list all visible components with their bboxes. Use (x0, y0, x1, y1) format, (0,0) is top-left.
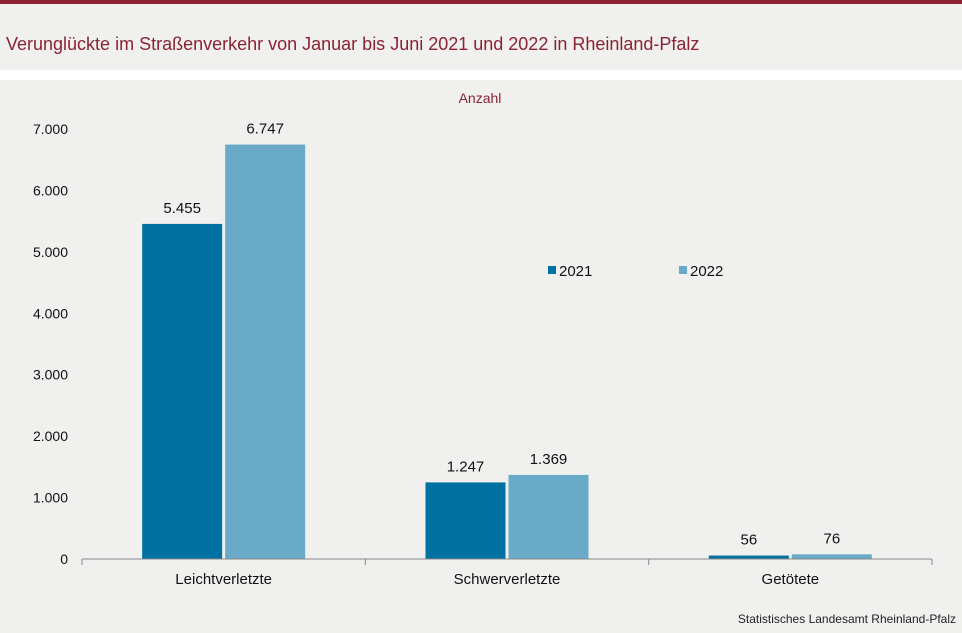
y-axis-label: Anzahl (459, 90, 502, 106)
bar-2021-leichtverletzte (142, 223, 223, 559)
bar-value-label: 76 (823, 530, 840, 547)
x-category-label: Leichtverletzte (175, 571, 272, 588)
y-tick-label: 1.000 (33, 490, 68, 506)
legend: 2021 2022 (548, 263, 723, 280)
bar-2021-schwerverletzte (425, 482, 506, 559)
legend-label-2021: 2021 (559, 263, 592, 280)
bar-2022-getötete (791, 554, 872, 559)
y-axis-ticks: 0 1.000 2.000 3.000 4.000 5.000 6.000 7.000 (33, 121, 68, 567)
bar-2021-getötete (708, 555, 789, 559)
bar-value-label: 56 (740, 532, 757, 549)
legend-swatch-2021 (548, 266, 556, 274)
x-axis: Leichtverletzte Schwerverletzte Getötete (81, 558, 933, 588)
bar-value-label: 1.247 (447, 458, 485, 475)
bar-2022-schwerverletzte (508, 474, 589, 559)
legend-label-2022: 2022 (690, 263, 723, 280)
y-tick-label: 2.000 (33, 428, 68, 444)
x-category-label: Getötete (762, 571, 820, 588)
y-tick-label: 6.000 (33, 182, 68, 198)
bars: 5.455 6.747 1.247 1.369 56 76 (142, 121, 872, 559)
y-tick-label: 4.000 (33, 305, 68, 321)
title-band: Verunglückte im Straßenverkehr von Janua… (0, 4, 962, 70)
bar-value-label: 5.455 (163, 200, 201, 217)
legend-swatch-2022 (679, 266, 687, 274)
top-accent-bar (0, 0, 962, 4)
y-tick-label: 0 (60, 551, 68, 567)
bar-value-label: 6.747 (246, 121, 284, 138)
y-tick-label: 5.000 (33, 244, 68, 260)
bar-value-label: 1.369 (530, 451, 568, 468)
bar-2022-leichtverletzte (225, 144, 306, 559)
chart-title: Verunglückte im Straßenverkehr von Janua… (6, 34, 700, 54)
title-separator (0, 70, 962, 80)
source-note: Statistisches Landesamt Rheinland-Pfalz (737, 612, 956, 626)
x-category-label: Schwerverletzte (454, 571, 561, 588)
y-tick-label: 7.000 (33, 121, 68, 137)
y-tick-label: 3.000 (33, 367, 68, 383)
